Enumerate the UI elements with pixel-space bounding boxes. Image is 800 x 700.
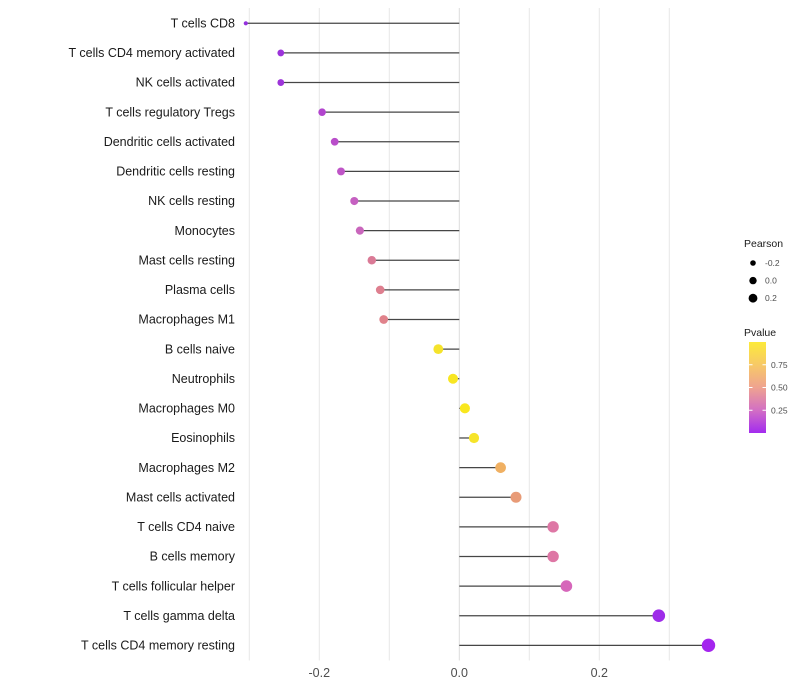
y-axis-category-label: Neutrophils	[172, 372, 235, 386]
lollipop-dot	[459, 403, 470, 414]
lollipop-dot	[547, 521, 559, 533]
size-legend-key-dot	[748, 293, 758, 303]
size-legend-key-label: -0.2	[765, 258, 780, 268]
lollipop-dot	[277, 49, 285, 57]
lollipop-dot	[277, 79, 285, 86]
lollipop-dot	[468, 432, 480, 444]
lollipop-dot	[379, 315, 389, 324]
lollipop-dot	[448, 373, 458, 384]
lollipop-dot	[652, 609, 666, 622]
y-axis-category-label: T cells CD4 memory resting	[81, 639, 235, 653]
colorbar-tick-label: 0.25	[771, 405, 788, 415]
lollipop-dot	[350, 196, 359, 206]
colorbar-tick-label: 0.75	[771, 360, 788, 370]
lollipop-dot	[701, 638, 716, 653]
y-axis-category-label: Macrophages M0	[138, 402, 235, 416]
y-axis-category-label: Macrophages M1	[138, 313, 235, 327]
size-legend-title: Pearson	[744, 238, 783, 250]
y-axis-category-label: T cells regulatory Tregs	[105, 105, 235, 119]
y-axis-category-label: Plasma cells	[165, 283, 235, 297]
size-legend-key-dot	[750, 260, 756, 266]
lollipop-dot	[547, 550, 559, 563]
lollipop-dot	[337, 167, 345, 176]
lollipop-dot	[510, 491, 522, 503]
y-axis-category-label: T cells CD4 naive	[137, 520, 235, 534]
lollipop-dot	[560, 580, 573, 592]
y-axis-category-label: T cells CD4 memory activated	[69, 46, 236, 60]
size-legend-key-dot	[749, 276, 757, 285]
y-axis-category-label: Eosinophils	[171, 431, 235, 445]
y-axis-category-label: Mast cells resting	[138, 253, 235, 267]
colorbar-tick-label: 0.50	[771, 383, 788, 393]
lollipop-dot	[318, 108, 326, 116]
lollipop-dot	[243, 21, 248, 26]
y-axis-category-label: Mast cells activated	[126, 490, 235, 504]
lollipop-dot	[433, 344, 444, 355]
y-axis-category-label: Dendritic cells activated	[104, 135, 235, 149]
y-axis-category-label: T cells follicular helper	[112, 579, 235, 593]
size-legend-key-label: 0.0	[765, 276, 777, 286]
y-axis-category-label: B cells naive	[165, 342, 235, 356]
x-axis-tick-label: 0.0	[451, 666, 468, 680]
lollipop-dot	[355, 226, 364, 235]
lollipop-dot	[330, 137, 339, 146]
y-axis-category-label: Macrophages M2	[138, 461, 235, 475]
lollipop-dot	[495, 462, 506, 473]
size-legend-key-label: 0.2	[765, 293, 777, 303]
lollipop-dot	[367, 256, 377, 265]
pvalue-colorbar	[749, 342, 766, 433]
lollipop-dot	[375, 285, 385, 295]
y-axis-category-label: T cells CD8	[171, 17, 235, 31]
y-axis-category-label: NK cells activated	[136, 76, 235, 90]
y-axis-category-label: Dendritic cells resting	[116, 165, 235, 179]
x-axis-tick-label: 0.2	[591, 666, 608, 680]
y-axis-category-label: B cells memory	[150, 550, 236, 564]
y-axis-category-label: T cells gamma delta	[123, 609, 235, 623]
y-axis-category-label: Monocytes	[175, 224, 235, 238]
x-axis-tick-label: -0.2	[309, 666, 331, 680]
color-legend-title: Pvalue	[744, 327, 776, 339]
y-axis-category-label: NK cells resting	[148, 194, 235, 208]
